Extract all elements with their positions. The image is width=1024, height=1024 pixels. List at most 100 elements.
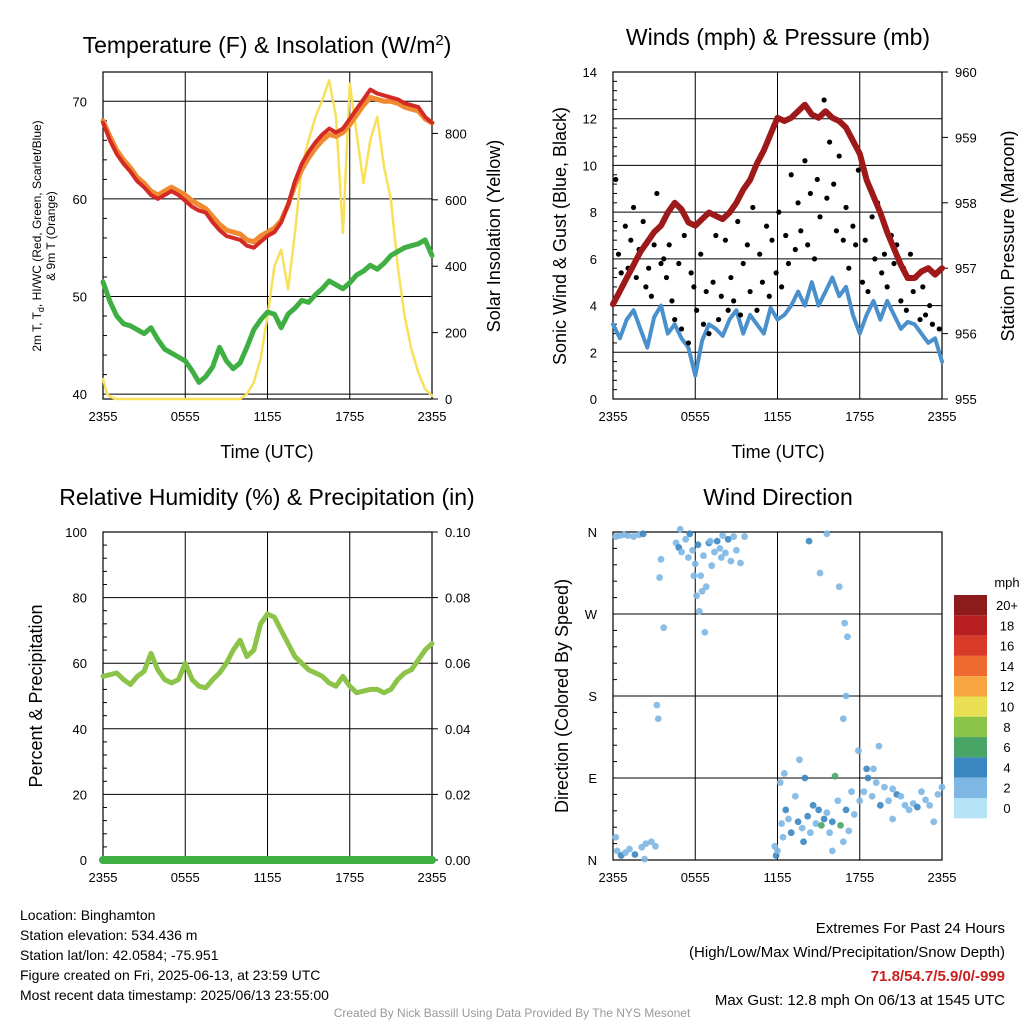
y-tick-label: 80 (73, 591, 87, 606)
wind-direction-point (778, 820, 786, 827)
y2-tick-label: 400 (445, 259, 467, 274)
humidity-line (100, 611, 435, 696)
winds-panel-title: Winds (mph) & Pressure (mb) (626, 24, 930, 50)
svg-text:& 9m T (Orange): & 9m T (Orange) (44, 191, 58, 281)
y2-tick-label: 959 (955, 130, 977, 145)
wind-direction-point (785, 815, 792, 823)
gust-point (725, 307, 731, 313)
wind-direction-point (845, 827, 853, 835)
gust-point (646, 265, 652, 271)
wind-direction-point (854, 747, 862, 755)
gust-point (648, 293, 654, 299)
y-tick-label: 10 (583, 158, 597, 173)
wind-direction-point (918, 788, 925, 796)
x-tick-label: 2355 (928, 870, 957, 885)
gust-point (630, 204, 637, 211)
gust-point (672, 316, 678, 323)
legend-label: 10 (1000, 700, 1014, 715)
wind-direction-point (782, 806, 790, 814)
gust-point (622, 223, 628, 229)
y2-tick-label: 0.02 (445, 787, 470, 802)
wind-direction-point (695, 607, 703, 615)
legend-title: mph (994, 575, 1019, 590)
wind-direction-point (823, 530, 831, 538)
gust-point (920, 284, 926, 290)
gust-point (869, 214, 875, 220)
gust-point (792, 246, 798, 253)
wind-direction-point (690, 572, 698, 580)
gust-point (907, 251, 914, 257)
wind-direction-point (815, 806, 823, 814)
wind-direction-point (889, 785, 897, 793)
gust-point (927, 302, 933, 309)
wind-direction-point (693, 592, 701, 600)
wind-direction-point (812, 820, 820, 827)
wind-direction-point (630, 533, 637, 540)
wind-direction-point (850, 811, 858, 818)
wind-direction-point (905, 806, 913, 814)
wind-direction-point (875, 742, 883, 750)
wind-direction-point (820, 815, 828, 823)
extremes-subtitle: (High/Low/Max Wind/Precipitation/Snow De… (689, 944, 1005, 961)
gust-point (805, 242, 811, 248)
gust-point (715, 316, 722, 323)
x-tick-label: 1755 (335, 870, 364, 885)
legend-label: 6 (1003, 740, 1010, 755)
insolation-y-axis-label: Solar Insolation (Yellow) (484, 140, 504, 332)
wind-direction-point (691, 560, 699, 568)
legend-label: 20+ (996, 598, 1018, 613)
temperature-panel: Temperature (F) & Insolation (W/m2) 2355… (30, 32, 504, 462)
wind-direction-point (737, 559, 744, 567)
gust-point (747, 288, 753, 295)
gust-point (814, 176, 820, 183)
gust-point (691, 284, 697, 290)
y2-tick-label: 0 (445, 392, 452, 407)
legend-swatch (954, 798, 987, 819)
gust-point (798, 228, 804, 234)
x-tick-label: 1155 (254, 409, 282, 424)
y-tick-label: 60 (73, 656, 87, 671)
wind-direction-point (682, 535, 690, 543)
gust-point (802, 158, 808, 164)
wind-direction-point (657, 555, 665, 563)
wind-direction-point (897, 792, 905, 800)
wind-direction-point (724, 535, 732, 543)
y2-tick-label: 200 (445, 326, 467, 341)
wind-direction-point (839, 838, 847, 846)
max-gust-text: Max Gust: 12.8 mph On 06/13 at 1545 UTC (714, 992, 1005, 1009)
gust-point (735, 218, 741, 225)
gust-point (936, 326, 942, 332)
gust-point (643, 284, 649, 290)
y-tick-label: 50 (73, 290, 87, 305)
wind-direction-point (868, 792, 876, 800)
gust-point (824, 195, 830, 201)
gust-point (917, 316, 923, 323)
plot-frame (612, 531, 943, 861)
wind-direction-point (913, 803, 921, 811)
x-tick-label: 2355 (418, 409, 447, 424)
wind-direction-point (779, 833, 787, 841)
wind-direction-point (697, 572, 705, 580)
wind-direction-point (930, 818, 938, 826)
legend-label: 0 (1003, 801, 1010, 816)
wind-direction-point (791, 792, 799, 800)
gust-point (865, 288, 871, 295)
wind-direction-point (613, 847, 621, 855)
gust-point (669, 298, 675, 304)
wind-direction-point (934, 791, 942, 798)
y-tick-label: 20 (73, 787, 87, 802)
gust-point (628, 237, 634, 243)
wind-direction-point (702, 583, 710, 591)
gust-point (654, 190, 660, 197)
recent-data-text: Most recent data timestamp: 2025/06/13 2… (20, 987, 329, 1003)
gust-point (633, 274, 639, 281)
wind-direction-point (741, 533, 748, 540)
legend-swatch (954, 655, 987, 677)
gust-point (661, 256, 667, 262)
x-tick-label: 2355 (418, 870, 447, 885)
gust-point (853, 242, 859, 248)
gust-point (922, 312, 929, 318)
wind-direction-point (631, 851, 639, 858)
gust-point (862, 237, 868, 243)
wind-direction-y-axis-label: Direction (Colored By Speed) (552, 579, 572, 813)
